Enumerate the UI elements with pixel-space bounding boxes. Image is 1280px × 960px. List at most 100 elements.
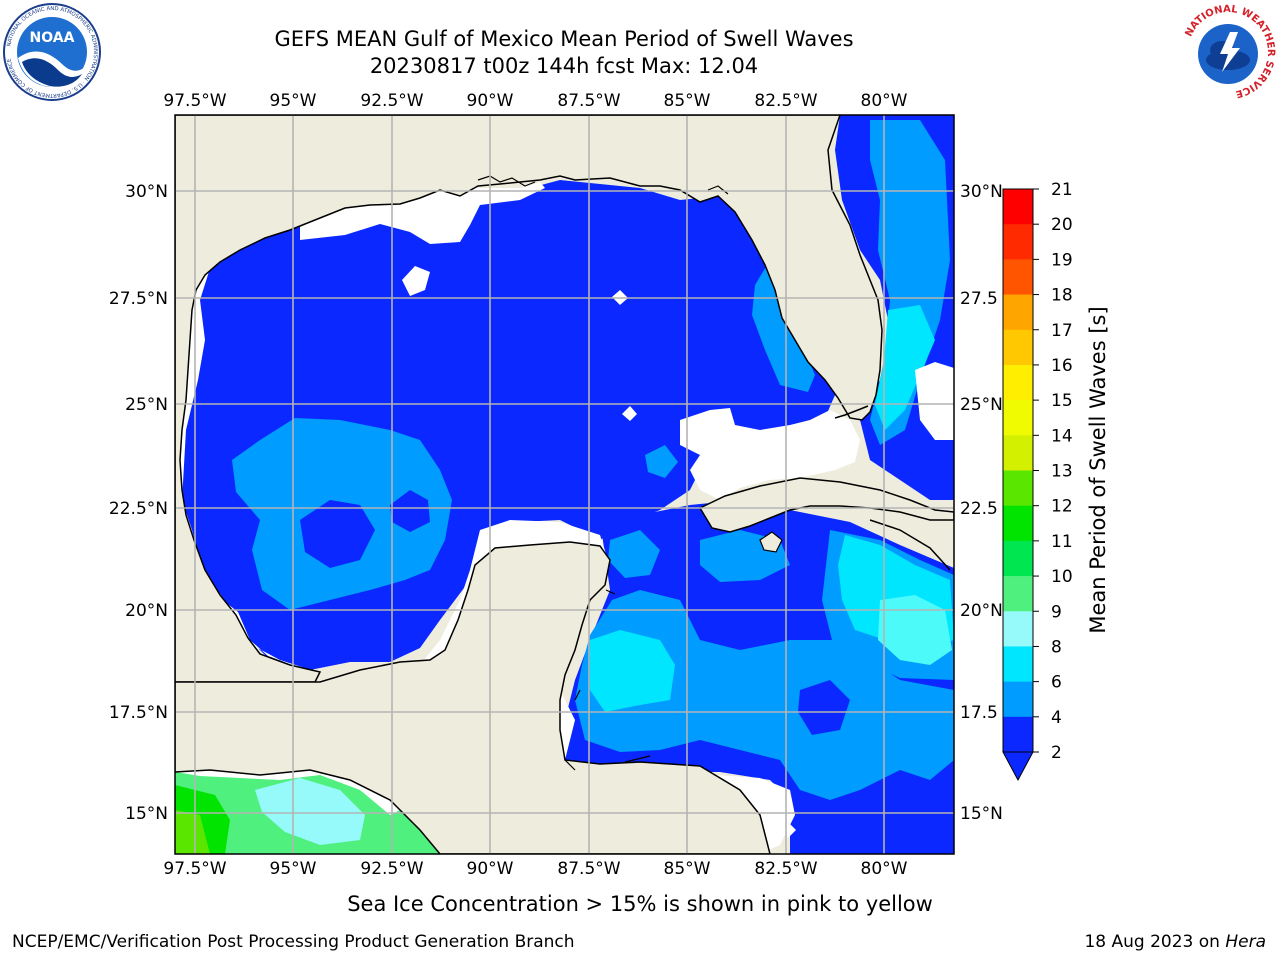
colorbar-bin [1003, 400, 1033, 436]
colorbar-label: Mean Period of Swell Waves [s] [1086, 306, 1110, 634]
lat-label: 30°N [960, 182, 1003, 202]
map-subtitle: 20230817 t00z 144h fcst Max: 12.04 [369, 54, 759, 78]
lat-label: 17.5°N [109, 703, 168, 723]
colorbar-bin [1003, 505, 1033, 542]
lat-label: 30°N [125, 182, 168, 202]
colorbar-tick-label: 17 [1051, 321, 1073, 341]
colorbar-bin [1003, 646, 1033, 683]
map-plot [175, 115, 954, 854]
lat-label: 22.5°N [109, 499, 168, 519]
lat-label: 15°N [125, 804, 168, 824]
colorbar-tick-label: 14 [1051, 426, 1073, 446]
colorbar-tick-label: 12 [1051, 497, 1073, 517]
us-gulf-coast [175, 115, 883, 683]
lon-label: 90°W [467, 859, 514, 879]
cuba-south-coast [869, 519, 951, 571]
coast-detail [477, 175, 729, 771]
colorbar-tick-label: 6 [1051, 673, 1062, 693]
lat-label: 25°N [960, 395, 1003, 415]
map-frame [174, 114, 955, 855]
lon-label: 80°W [861, 91, 908, 111]
no-data-mask [622, 406, 637, 421]
swell-patch [175, 810, 210, 854]
colorbar-bin [1003, 470, 1033, 507]
cuba-coast [698, 477, 954, 533]
lon-label: 95°W [270, 859, 317, 879]
lat-label: 27.5°N [109, 289, 168, 309]
lon-label: 82.5°W [754, 859, 817, 879]
swell-patch [575, 590, 954, 800]
sea-ice-notice: Sea Ice Concentration > 15% is shown in … [347, 892, 933, 916]
graticule [175, 115, 954, 854]
colorbar-bin [1003, 435, 1033, 471]
colorbar-tick-label: 2 [1051, 743, 1062, 763]
colorbar-bin [1003, 224, 1033, 260]
colorbar-bins [1003, 189, 1033, 753]
credit-line: NCEP/EMC/Verification Post Processing Pr… [12, 932, 575, 952]
lat-label: 20°N [960, 601, 1003, 621]
no-data-mask [915, 362, 954, 440]
swell-patch [590, 630, 675, 712]
lat-labels-left: 30°N 27.5°N 25°N 22.5°N 20°N 17.5°N 15°N [109, 182, 168, 824]
lon-labels-bottom: 97.5°W 95°W 92.5°W 90°W 87.5°W 85°W 82.5… [163, 859, 907, 879]
colorbar-bin [1003, 259, 1033, 296]
lon-label: 90°W [467, 91, 514, 111]
lon-label: 82.5°W [754, 91, 817, 111]
lat-label: 20°N [125, 601, 168, 621]
nws-logo: NATIONAL WEATHER SERVICE [1178, 2, 1278, 106]
lon-labels-top: 97.5°W 95°W 92.5°W 90°W 87.5°W 85°W 82.5… [163, 91, 907, 111]
lat-label: 22.5 [960, 499, 998, 519]
lon-label: 92.5°W [360, 859, 423, 879]
isla-juventud [759, 531, 783, 553]
keys [834, 405, 869, 419]
swell-patch [255, 778, 365, 845]
swell-patch [878, 595, 952, 665]
no-data-mask [780, 822, 796, 838]
lat-label: 27.5 [960, 289, 998, 309]
colorbar-tick-label: 11 [1051, 532, 1073, 552]
swell-patch [875, 305, 935, 430]
colorbar-bin [1003, 294, 1033, 331]
host-name: Hera [1225, 932, 1266, 952]
lon-label: 85°W [664, 859, 711, 879]
lon-label: 80°W [861, 859, 908, 879]
colorbar-tick-label: 4 [1051, 708, 1062, 728]
colorbar-tick-label: 9 [1051, 602, 1062, 622]
colorbar-bin [1003, 611, 1033, 647]
swell-patch [645, 445, 678, 478]
lon-label: 97.5°W [163, 91, 226, 111]
swell-patch [608, 530, 660, 578]
swell-patch [752, 260, 815, 392]
colorbar-bin [1003, 681, 1033, 718]
no-data-mask [402, 266, 430, 296]
colorbar-tick-label: 16 [1051, 356, 1073, 376]
colorbar-tick-label: 21 [1051, 180, 1073, 200]
lat-label: 17.5 [960, 703, 998, 723]
colorbar-tick-label: 15 [1051, 391, 1073, 411]
no-data-mask [680, 408, 860, 500]
lat-label: 15°N [960, 804, 1003, 824]
lon-label: 87.5°W [557, 91, 620, 111]
swell-patch [300, 500, 375, 568]
colorbar-bin [1003, 576, 1033, 612]
colorbar-bin [1003, 189, 1033, 225]
colorbar-tick-label: 10 [1051, 567, 1073, 587]
mexico-coast [175, 541, 771, 854]
colorbar-ticks: 21 20 19 18 17 16 15 14 13 12 11 10 9 8 6 4 2 [1033, 180, 1073, 763]
map-title: GEFS MEAN Gulf of Mexico Mean Period of … [274, 27, 854, 51]
colorbar-bin [1003, 540, 1033, 577]
lon-label: 85°W [664, 91, 711, 111]
colorbar-tick-label: 13 [1051, 462, 1073, 482]
lon-label: 97.5°W [163, 859, 226, 879]
lon-label: 92.5°W [360, 91, 423, 111]
date-text: 18 Aug 2023 on [1084, 932, 1220, 952]
colorbar-bin [1003, 364, 1033, 401]
colorbar-bin [1003, 716, 1033, 753]
colorbar-extend-arrow [1002, 751, 1034, 782]
svg-text:NOAA: NOAA [30, 30, 75, 46]
no-data-mask [300, 182, 545, 244]
date-stamp: 18 Aug 2023 on Hera [1084, 932, 1266, 952]
colorbar-bin [1003, 329, 1033, 366]
lat-labels-right: 30°N 27.5 25°N 22.5 20°N 17.5 15°N [960, 182, 1003, 824]
